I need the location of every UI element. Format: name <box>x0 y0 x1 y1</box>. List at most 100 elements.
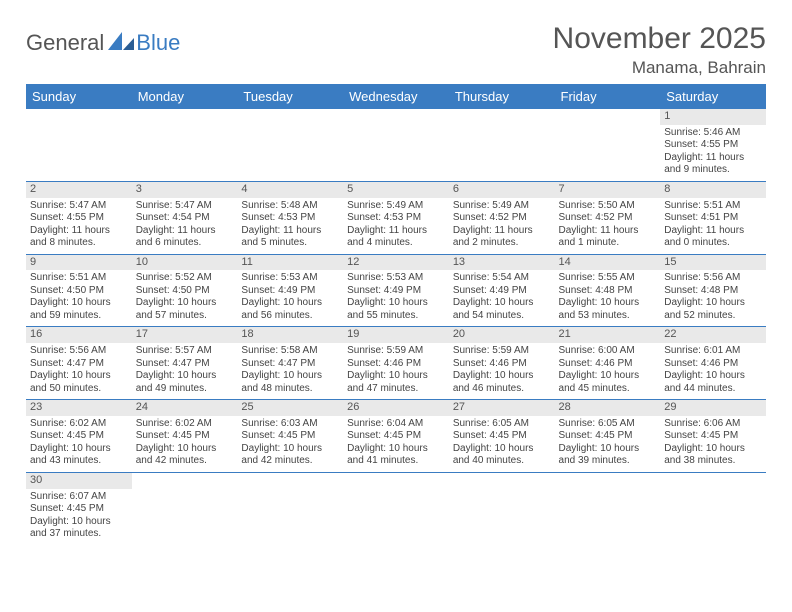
day-details: Sunrise: 5:47 AMSunset: 4:55 PMDaylight:… <box>30 200 128 250</box>
calendar-day-cell: 26Sunrise: 6:04 AMSunset: 4:45 PMDayligh… <box>343 400 449 473</box>
sunset-text: Sunset: 4:53 PM <box>347 212 445 225</box>
sunrise-text: Sunrise: 5:47 AM <box>136 200 234 213</box>
day-details: Sunrise: 5:46 AMSunset: 4:55 PMDaylight:… <box>664 127 762 177</box>
daylight-text: Daylight: 10 hours and 44 minutes. <box>664 370 762 395</box>
calendar-day-cell: 23 Sunrise: 6:02 AMSunset: 4:45 PMDayligh… <box>26 400 132 473</box>
day-details: Sunrise: 6:01 AMSunset: 4:46 PMDaylight:… <box>664 345 762 395</box>
sunset-text: Sunset: 4:49 PM <box>453 285 551 298</box>
sunset-text: Sunset: 4:52 PM <box>559 212 657 225</box>
calendar-week-row: 9Sunrise: 5:51 AMSunset: 4:50 PMDaylight… <box>26 254 766 327</box>
sunset-text: Sunset: 4:45 PM <box>559 430 657 443</box>
sunrise-text: Sunrise: 5:51 AM <box>30 272 128 285</box>
calendar-day-cell: 16Sunrise: 5:56 AMSunset: 4:47 PMDayligh… <box>26 327 132 400</box>
sunrise-text: Sunrise: 6:00 AM <box>559 345 657 358</box>
day-details: Sunrise: 6:06 AMSunset: 4:45 PMDaylight:… <box>664 418 762 468</box>
sunrise-text: Sunrise: 5:59 AM <box>347 345 445 358</box>
calendar-day-cell: 19Sunrise: 5:59 AMSunset: 4:46 PMDayligh… <box>343 327 449 400</box>
calendar-empty-cell <box>343 472 449 544</box>
calendar-empty-cell <box>237 472 343 544</box>
calendar-day-cell: 22 Sunrise: 6:01 AMSunset: 4:46 PMDayligh… <box>660 327 766 400</box>
sunset-text: Sunset: 4:45 PM <box>30 503 128 516</box>
day-details: Sunrise: 5:49 AMSunset: 4:52 PMDaylight:… <box>453 200 551 250</box>
day-number: 10 <box>132 255 238 271</box>
calendar-day-cell: 28Sunrise: 6:05 AMSunset: 4:45 PMDayligh… <box>555 400 661 473</box>
sunrise-text: Sunrise: 6:03 AM <box>241 418 339 431</box>
sunrise-text: Sunrise: 6:06 AM <box>664 418 762 431</box>
month-title: November 2025 <box>553 22 766 56</box>
sunset-text: Sunset: 4:47 PM <box>241 358 339 371</box>
day-number: 13 <box>449 255 555 271</box>
calendar-day-cell: 24 Sunrise: 6:02 AMSunset: 4:45 PMDayligh… <box>132 400 238 473</box>
sunset-text: Sunset: 4:47 PM <box>136 358 234 371</box>
calendar-body: 1Sunrise: 5:46 AMSunset: 4:55 PMDaylight… <box>26 109 766 545</box>
calendar-day-cell: 18Sunrise: 5:58 AMSunset: 4:47 PMDayligh… <box>237 327 343 400</box>
sunrise-text: Sunrise: 6:02 AM <box>136 418 234 431</box>
daylight-text: Daylight: 10 hours and 48 minutes. <box>241 370 339 395</box>
day-number: 9 <box>26 255 132 271</box>
weekday-header-row: SundayMondayTuesdayWednesdayThursdayFrid… <box>26 84 766 109</box>
day-number: 12 <box>343 255 449 271</box>
sunset-text: Sunset: 4:55 PM <box>30 212 128 225</box>
sunrise-text: Sunrise: 5:59 AM <box>453 345 551 358</box>
day-number: 23 <box>26 400 132 416</box>
calendar-empty-cell <box>132 109 238 181</box>
location: Manama, Bahrain <box>553 58 766 78</box>
day-details: Sunrise: 6:02 AMSunset: 4:45 PMDaylight:… <box>30 418 128 468</box>
sunrise-text: Sunrise: 5:56 AM <box>30 345 128 358</box>
header: General Blue November 2025 Manama, Bahra… <box>26 22 766 78</box>
calendar-day-cell: 21Sunrise: 6:00 AMSunset: 4:46 PMDayligh… <box>555 327 661 400</box>
daylight-text: Daylight: 10 hours and 45 minutes. <box>559 370 657 395</box>
day-details: Sunrise: 5:56 AMSunset: 4:48 PMDaylight:… <box>664 272 762 322</box>
calendar-day-cell: 10Sunrise: 5:52 AMSunset: 4:50 PMDayligh… <box>132 254 238 327</box>
daylight-text: Daylight: 10 hours and 59 minutes. <box>30 297 128 322</box>
daylight-text: Daylight: 10 hours and 53 minutes. <box>559 297 657 322</box>
day-number: 21 <box>555 327 661 343</box>
calendar-empty-cell <box>660 472 766 544</box>
day-details: Sunrise: 5:52 AMSunset: 4:50 PMDaylight:… <box>136 272 234 322</box>
day-details: Sunrise: 5:51 AMSunset: 4:51 PMDaylight:… <box>664 200 762 250</box>
day-details: Sunrise: 6:02 AMSunset: 4:45 PMDaylight:… <box>136 418 234 468</box>
day-number: 26 <box>343 400 449 416</box>
sunset-text: Sunset: 4:50 PM <box>30 285 128 298</box>
day-number: 22 <box>660 327 766 343</box>
daylight-text: Daylight: 10 hours and 46 minutes. <box>453 370 551 395</box>
sunset-text: Sunset: 4:46 PM <box>453 358 551 371</box>
day-number: 24 <box>132 400 238 416</box>
calendar-day-cell: 5Sunrise: 5:49 AMSunset: 4:53 PMDaylight… <box>343 181 449 254</box>
sunrise-text: Sunrise: 6:05 AM <box>559 418 657 431</box>
day-number: 15 <box>660 255 766 271</box>
sunset-text: Sunset: 4:45 PM <box>347 430 445 443</box>
sunset-text: Sunset: 4:45 PM <box>241 430 339 443</box>
sunrise-text: Sunrise: 5:53 AM <box>241 272 339 285</box>
day-number: 29 <box>660 400 766 416</box>
sunset-text: Sunset: 4:45 PM <box>136 430 234 443</box>
calendar-empty-cell <box>449 472 555 544</box>
sunset-text: Sunset: 4:48 PM <box>559 285 657 298</box>
sunset-text: Sunset: 4:45 PM <box>453 430 551 443</box>
calendar-day-cell: 9Sunrise: 5:51 AMSunset: 4:50 PMDaylight… <box>26 254 132 327</box>
day-number: 17 <box>132 327 238 343</box>
logo-text-b: Blue <box>136 30 180 56</box>
sunset-text: Sunset: 4:46 PM <box>347 358 445 371</box>
day-number: 7 <box>555 182 661 198</box>
calendar-day-cell: 30Sunrise: 6:07 AMSunset: 4:45 PMDayligh… <box>26 472 132 544</box>
sunrise-text: Sunrise: 5:51 AM <box>664 200 762 213</box>
logo-text-a: General <box>26 30 104 56</box>
sunset-text: Sunset: 4:55 PM <box>664 139 762 152</box>
day-number: 11 <box>237 255 343 271</box>
day-number: 6 <box>449 182 555 198</box>
daylight-text: Daylight: 10 hours and 38 minutes. <box>664 443 762 468</box>
weekday-header: Wednesday <box>343 84 449 109</box>
sunrise-text: Sunrise: 5:58 AM <box>241 345 339 358</box>
daylight-text: Daylight: 11 hours and 6 minutes. <box>136 225 234 250</box>
daylight-text: Daylight: 10 hours and 54 minutes. <box>453 297 551 322</box>
sunset-text: Sunset: 4:47 PM <box>30 358 128 371</box>
day-number: 19 <box>343 327 449 343</box>
daylight-text: Daylight: 10 hours and 42 minutes. <box>136 443 234 468</box>
calendar-day-cell: 8Sunrise: 5:51 AMSunset: 4:51 PMDaylight… <box>660 181 766 254</box>
calendar-week-row: 23Sunrise: 6:02 AMSunset: 4:45 PMDayligh… <box>26 400 766 473</box>
sunset-text: Sunset: 4:51 PM <box>664 212 762 225</box>
daylight-text: Daylight: 10 hours and 41 minutes. <box>347 443 445 468</box>
daylight-text: Daylight: 10 hours and 55 minutes. <box>347 297 445 322</box>
weekday-header: Monday <box>132 84 238 109</box>
